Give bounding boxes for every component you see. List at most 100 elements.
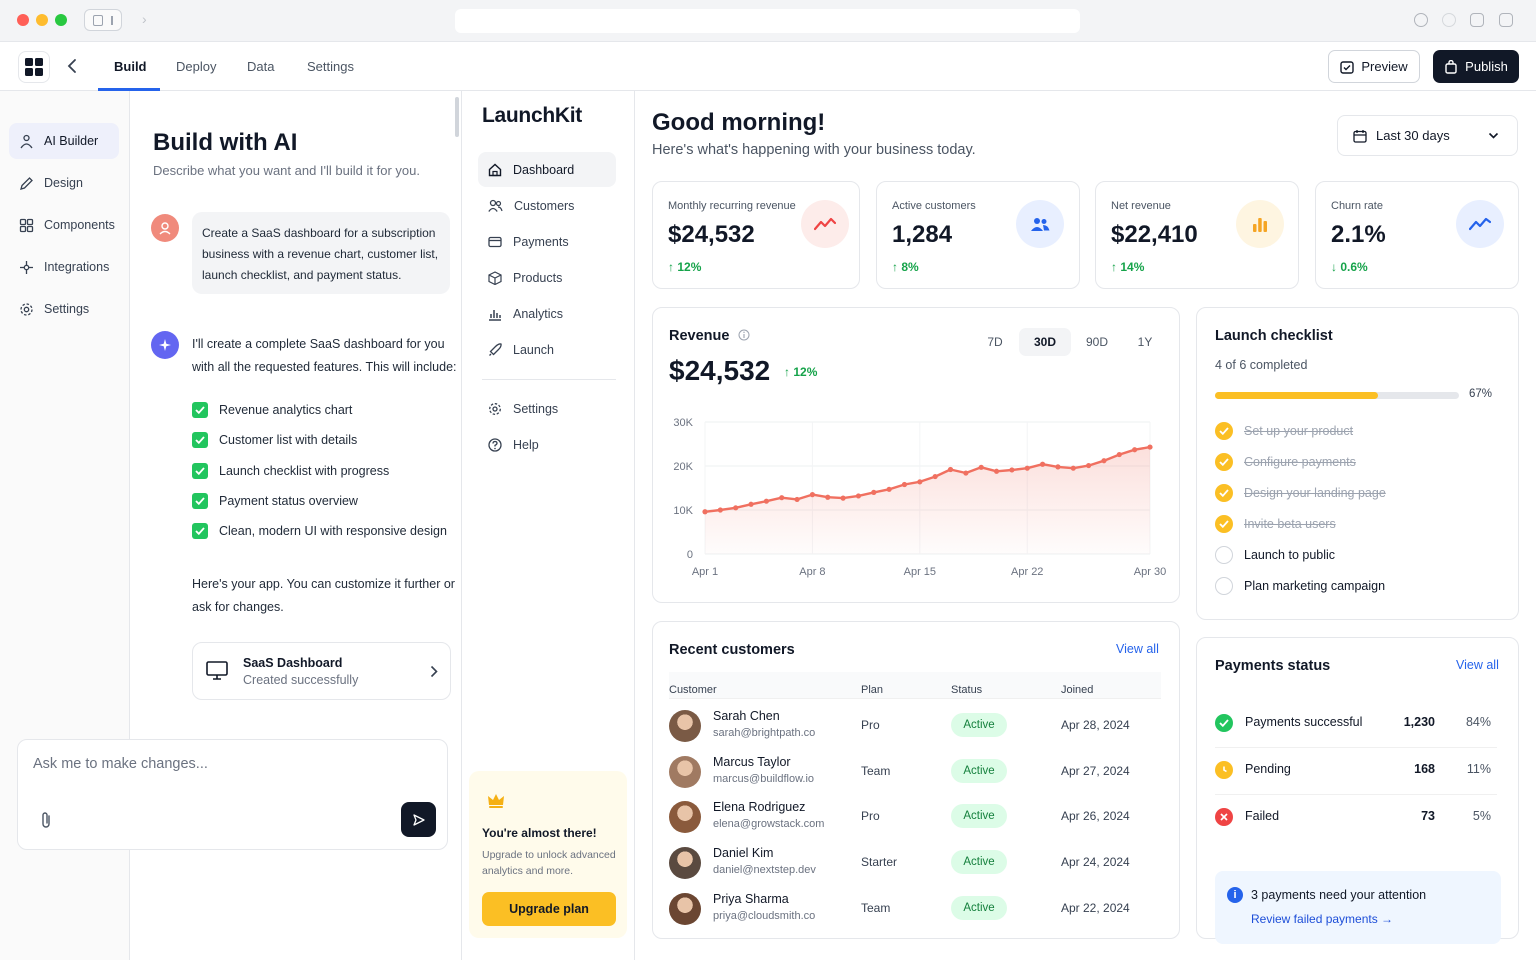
table-row[interactable]: Marcus Taylor marcus@buildflow.io Team Acti… — [669, 752, 1159, 798]
avatar — [669, 801, 701, 834]
checklist-item[interactable]: Design your landing page — [1215, 484, 1386, 502]
info-icon[interactable] — [738, 329, 750, 341]
payments-attention-banner: i 3 payments need your attention Review … — [1215, 871, 1501, 944]
payment-status-label: Failed — [1245, 809, 1280, 823]
revenue-point — [855, 493, 862, 499]
x-tick-label: Apr 15 — [904, 566, 936, 578]
chevron-down-icon — [1488, 132, 1499, 139]
back-icon[interactable] — [66, 56, 82, 76]
payment-status-label: Pending — [1245, 762, 1291, 776]
nav-settings[interactable]: Settings — [478, 391, 616, 426]
app-grid-icon[interactable] — [18, 51, 50, 83]
range-90d[interactable]: 90D — [1085, 335, 1108, 349]
checklist-item[interactable]: Plan marketing campaign — [1215, 577, 1385, 595]
revenue-point — [763, 498, 769, 504]
upgrade-plan-button[interactable]: Upgrade plan — [482, 892, 616, 926]
checklist-item[interactable]: Invite beta users — [1215, 515, 1336, 533]
kpi-label: Monthly recurring revenue — [668, 200, 796, 212]
x-tick-label: Apr 1 — [692, 566, 718, 578]
tab-deploy[interactable]: Deploy — [176, 59, 217, 74]
window-icon[interactable] — [1470, 13, 1484, 27]
preview-button[interactable]: Preview — [1328, 50, 1420, 83]
sidebar-item-ai-builder[interactable]: AI Builder — [9, 123, 119, 159]
close-window-button[interactable] — [17, 14, 29, 26]
checklist-item[interactable]: Configure payments — [1215, 453, 1356, 471]
table-row[interactable]: Elena Rodriguez elena@growstack.com Pro Act… — [669, 797, 1159, 843]
publish-button[interactable]: Publish — [1433, 50, 1519, 83]
payment-status-percent: 11% — [1466, 762, 1491, 776]
customer-name: Daniel Kim — [713, 846, 774, 861]
revenue-change: ↑ 12% — [784, 365, 818, 379]
nav-help[interactable]: Help — [478, 427, 616, 462]
paperclip-icon[interactable] — [40, 811, 52, 829]
user-message: Create a SaaS dashboard for a subscripti… — [192, 212, 450, 294]
sidebar-toggle-icon[interactable] — [84, 9, 122, 31]
nav-dashboard[interactable]: Dashboard — [478, 152, 616, 187]
nav-customers[interactable]: Customers — [478, 188, 616, 223]
nav-launch[interactable]: Launch — [478, 332, 616, 367]
revenue-title-text: Revenue — [669, 328, 730, 344]
nav-label: Dashboard — [513, 162, 575, 177]
sidebar-item-settings[interactable]: Settings — [9, 291, 119, 327]
calendar-icon — [1353, 129, 1367, 143]
chat-input[interactable]: Ask me to make changes... — [17, 739, 448, 850]
payment-status-label: Payments successful — [1245, 715, 1363, 729]
range-30d[interactable]: 30D — [1019, 328, 1071, 356]
url-bar[interactable] — [455, 9, 1080, 33]
customer-name: Elena Rodriguez — [713, 800, 806, 815]
sidebar-item-integrations[interactable]: Integrations — [9, 249, 119, 285]
artifact-card[interactable]: SaaS Dashboard Created successfully — [192, 642, 451, 700]
card-icon — [488, 236, 502, 247]
chat-scrollbar[interactable] — [455, 97, 459, 137]
range-1y[interactable]: 1Y — [1137, 335, 1153, 349]
customer-joined: Apr 28, 2024 — [1061, 718, 1130, 732]
kpi-change-value: 12% — [677, 260, 702, 274]
status-badge: Active — [951, 850, 1007, 875]
revenue-point — [1039, 461, 1046, 467]
kpi-label: Active customers — [892, 200, 976, 212]
forward-icon[interactable]: › — [142, 11, 147, 27]
customer-email: elena@growstack.com — [713, 818, 825, 831]
send-button[interactable] — [401, 802, 436, 837]
table-row[interactable]: Priya Sharma priya@cloudsmith.co Team Activ… — [669, 889, 1159, 935]
tab-settings[interactable]: Settings — [307, 59, 354, 74]
customers-view-all-link[interactable]: View all — [1116, 642, 1159, 656]
revenue-point — [794, 496, 800, 503]
payments-view-all-link[interactable]: View all — [1456, 658, 1499, 672]
checklist-item[interactable]: Set up your product — [1215, 422, 1353, 440]
nav-analytics[interactable]: Analytics — [478, 296, 616, 331]
payment-status-percent: 84% — [1465, 715, 1491, 729]
checklist-item-label: Set up your product — [1244, 424, 1354, 438]
checklist-progress-label: 67% — [1469, 388, 1493, 400]
date-range-select[interactable]: Last 30 days — [1337, 115, 1518, 156]
review-failed-payments-link[interactable]: Review failed payments → — [1251, 912, 1394, 926]
feature-label: Launch checklist with progress — [219, 463, 390, 478]
sidebar-item-design[interactable]: Design — [9, 165, 119, 201]
tab-build[interactable]: Build — [114, 59, 147, 74]
range-7d[interactable]: 7D — [987, 335, 1003, 349]
customers-table-header — [669, 672, 1161, 699]
checkbox-checked-icon — [192, 462, 208, 479]
recent-customers-card: Recent customers View all Customer Plan … — [652, 621, 1180, 939]
col-header-plan: Plan — [861, 684, 884, 696]
sidebar-item-components[interactable]: Components — [9, 207, 119, 243]
share-icon[interactable] — [1499, 13, 1513, 27]
checklist-item[interactable]: Launch to public — [1215, 546, 1335, 564]
maximize-window-button[interactable] — [55, 14, 67, 26]
table-row[interactable]: Daniel Kim daniel@nextstep.dev Starter Acti… — [669, 843, 1159, 889]
kpi-change-value: 8% — [901, 260, 919, 274]
tab-data[interactable]: Data — [247, 59, 275, 74]
extension-icon[interactable] — [1414, 13, 1428, 27]
status-badge: Active — [951, 895, 1007, 920]
customer-plan: Team — [861, 763, 891, 778]
pen-icon — [20, 176, 33, 190]
feature-item: Clean, modern UI with responsive design — [192, 523, 447, 540]
nav-products[interactable]: Products — [478, 260, 616, 295]
minimize-window-button[interactable] — [36, 14, 48, 26]
table-row[interactable]: Sarah Chen sarah@brightpath.co Pro Active Ap… — [669, 706, 1159, 752]
checkbox-checked-icon — [192, 432, 208, 449]
nav-payments[interactable]: Payments — [478, 224, 616, 259]
revenue-point — [871, 489, 877, 495]
revenue-point — [901, 481, 908, 488]
status-icon[interactable] — [1442, 13, 1456, 27]
